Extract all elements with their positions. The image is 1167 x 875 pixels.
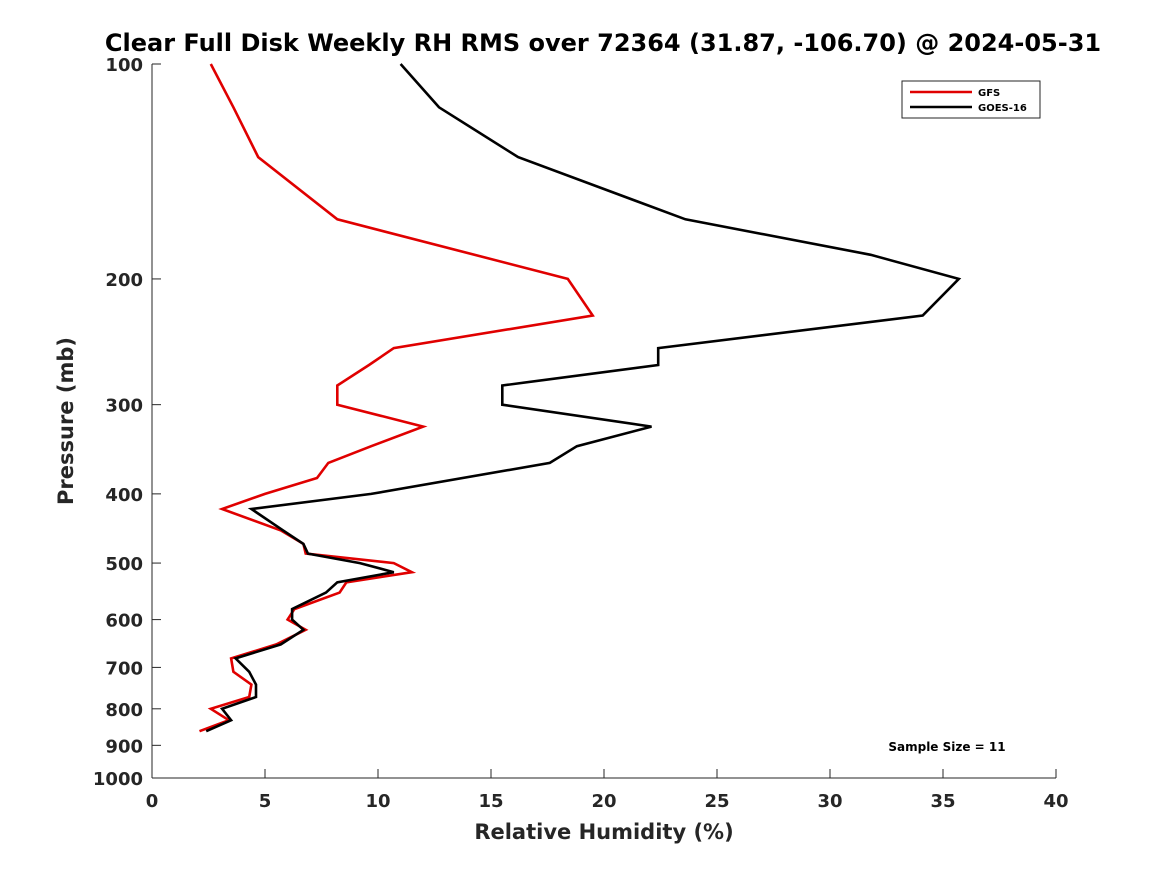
legend-label-gfs: GFS [978,88,1000,99]
y-tick-label: 600 [105,611,143,632]
axes-layer: 0 5 10 15 20 25 30 35 40 100 200 300 400 500 600 700 800… [93,55,1069,812]
series-line-goes-16 [205,63,962,733]
x-axis-label: Relative Humidity (%) [474,820,733,844]
chart-title: Clear Full Disk Weekly RH RMS over 72364… [105,29,1101,57]
y-tick-label: 700 [105,658,143,679]
y-tick-label: 500 [105,554,143,575]
x-tick-label: 30 [817,791,842,812]
y-tick-label: 300 [105,396,143,417]
legend: GFS GOES-16 [901,80,1041,119]
x-tick-label: 5 [259,791,272,812]
y-tick-label: 1000 [93,769,143,790]
y-tick-label: 800 [105,700,143,721]
x-tick-label: 0 [146,791,159,812]
x-tick-label: 35 [930,791,955,812]
x-tick-label: 10 [365,791,390,812]
x-tick-label: 20 [591,791,616,812]
y-tick-label: 100 [105,55,143,76]
y-tick-label: 400 [105,485,143,506]
x-tick-label: 15 [478,791,503,812]
x-tick-label: 40 [1043,791,1068,812]
plot-area [152,64,1056,778]
sample-size-annotation: Sample Size = 11 [888,740,1005,754]
y-tick-label: 200 [105,270,143,291]
x-tick-label: 25 [704,791,729,812]
legend-box [901,80,1041,119]
y-tick-label: 900 [105,736,143,757]
y-axis-label: Pressure (mb) [54,337,78,505]
legend-label-goes-16: GOES-16 [978,103,1027,114]
series-layer [199,63,962,733]
